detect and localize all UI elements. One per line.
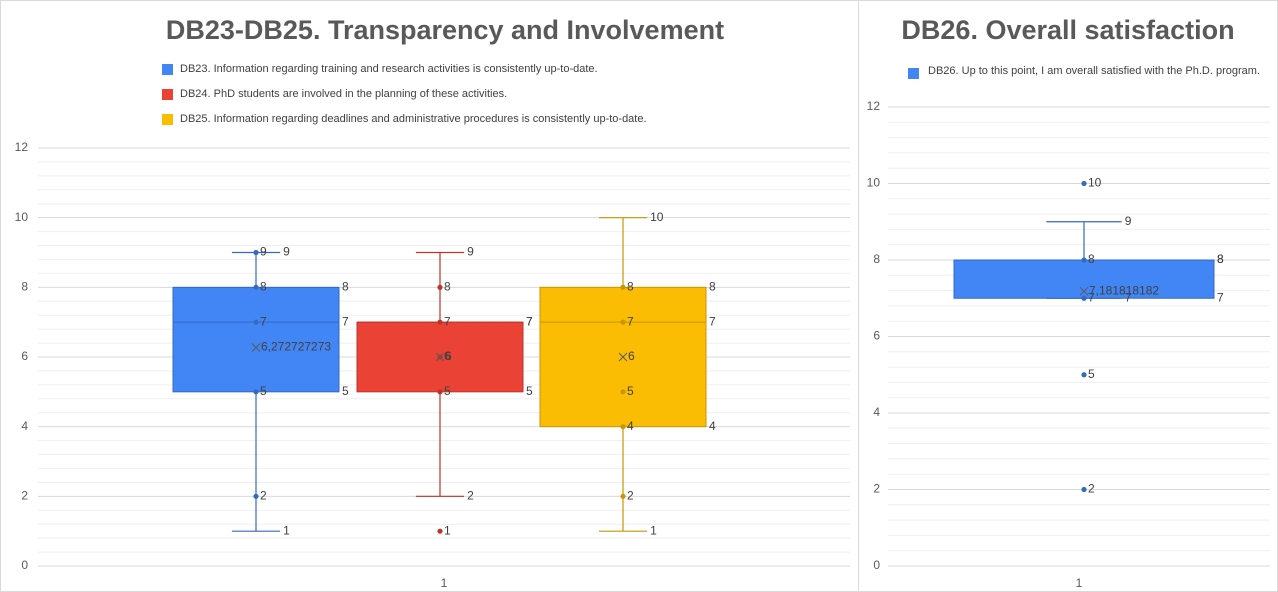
whisker-label: 2 <box>467 489 474 503</box>
y-tick-label: 12 <box>867 99 881 113</box>
quartile-label: 7 <box>526 314 533 328</box>
box <box>953 259 1215 299</box>
quartile-label: 8 <box>1217 252 1224 266</box>
mean-marker <box>435 352 445 362</box>
point-label: 7 <box>444 314 451 328</box>
data-point <box>620 284 626 290</box>
quartile-label: 8 <box>1217 252 1224 266</box>
whisker-label: 1 <box>650 523 657 537</box>
legend-swatch <box>162 114 173 125</box>
mean-marker <box>618 352 628 362</box>
point-label: 6 <box>444 349 451 363</box>
quartile-label: 4 <box>709 419 716 433</box>
whisker-label: 9 <box>1125 214 1132 228</box>
y-tick-label: 4 <box>873 405 880 419</box>
point-label: 8 <box>1088 252 1095 266</box>
legend-box: DB26. Up to this point, I am overall sat… <box>928 65 1260 77</box>
quartile-label: 7 <box>342 314 349 328</box>
y-tick-label: 4 <box>21 419 28 433</box>
y-tick-label: 8 <box>873 252 880 266</box>
legend-swatch <box>908 68 919 79</box>
whisker-label: 9 <box>467 245 474 259</box>
point-label: 7 <box>1088 290 1095 304</box>
legend-label: DB24. PhD students are involved in the p… <box>180 88 507 100</box>
data-point <box>1081 486 1087 493</box>
y-tick-label: 8 <box>21 280 28 294</box>
mean-label: 6 <box>445 349 452 363</box>
y-tick-label: 0 <box>21 558 28 572</box>
point-label: 5 <box>260 384 267 398</box>
mean-label: 6,272727273 <box>261 340 331 354</box>
mean-label: 7,181818182 <box>1089 283 1159 297</box>
whisker-label: 1 <box>283 523 290 537</box>
data-point <box>620 319 626 325</box>
point-label: 7 <box>260 314 267 328</box>
whisker-label: 7 <box>1125 290 1132 304</box>
point-label: 7 <box>627 314 634 328</box>
point-label: 2 <box>627 489 634 503</box>
data-point <box>1081 372 1087 378</box>
whisker-label: 10 <box>650 210 664 224</box>
legend-label: DB25. Information regarding deadlines an… <box>180 113 647 125</box>
data-point <box>253 493 259 499</box>
x-tick-label: 1 <box>441 576 448 590</box>
data-point <box>253 319 259 325</box>
data-point <box>620 389 626 395</box>
y-tick-label: 6 <box>873 329 880 343</box>
data-point <box>1081 295 1087 301</box>
mean-marker <box>251 343 261 352</box>
data-point <box>620 493 626 499</box>
box <box>172 286 340 393</box>
point-label: 2 <box>260 489 267 503</box>
data-point <box>253 249 259 256</box>
point-label: 4 <box>627 419 634 433</box>
mean-label: 6 <box>628 349 635 363</box>
point-label: 8 <box>627 280 634 294</box>
point-label: 10 <box>1088 176 1102 190</box>
quartile-label: 5 <box>526 384 533 398</box>
data-point <box>437 528 443 534</box>
y-tick-label: 2 <box>873 482 880 496</box>
quartile-label: 7 <box>709 314 716 328</box>
whisker-label: 9 <box>283 245 290 259</box>
legend-label: DB23. Information regarding training and… <box>180 63 598 75</box>
point-label: 5 <box>627 384 634 398</box>
y-tick-label: 2 <box>21 489 28 503</box>
mean-marker <box>1079 286 1089 296</box>
quartile-label: 7 <box>1217 290 1224 304</box>
y-tick-label: 0 <box>873 558 880 572</box>
legend-swatch <box>162 64 173 75</box>
point-label: 9 <box>260 245 267 259</box>
chart-title: DB23-DB25. Transparency and Involvement <box>166 15 724 45</box>
data-point <box>1081 257 1087 263</box>
point-label: 5 <box>444 384 451 398</box>
point-label: 5 <box>1088 367 1095 381</box>
data-point <box>620 424 626 430</box>
legend-label: DB26. Up to this point, I am overall sat… <box>928 65 1260 77</box>
data-point <box>437 389 443 395</box>
point-label: 8 <box>260 280 267 294</box>
y-tick-label: 10 <box>867 176 881 190</box>
y-tick-label: 10 <box>15 210 29 224</box>
data-point <box>253 389 259 395</box>
data-point <box>253 284 259 290</box>
quartile-label: 5 <box>342 384 349 398</box>
point-label: 8 <box>444 280 451 294</box>
point-label: 1 <box>444 523 451 537</box>
y-tick-label: 12 <box>15 140 29 154</box>
y-tick-label: 6 <box>21 349 28 363</box>
data-point <box>437 284 443 290</box>
legend-swatch <box>162 89 173 100</box>
data-point <box>1081 180 1087 187</box>
quartile-label: 8 <box>709 280 716 294</box>
point-label: 2 <box>1088 482 1095 496</box>
chart-title: DB26. Overall satisfaction <box>901 15 1234 45</box>
data-point <box>437 319 443 325</box>
quartile-label: 7 <box>526 314 533 328</box>
x-tick-label: 1 <box>1076 576 1083 590</box>
quartile-label: 8 <box>342 280 349 294</box>
